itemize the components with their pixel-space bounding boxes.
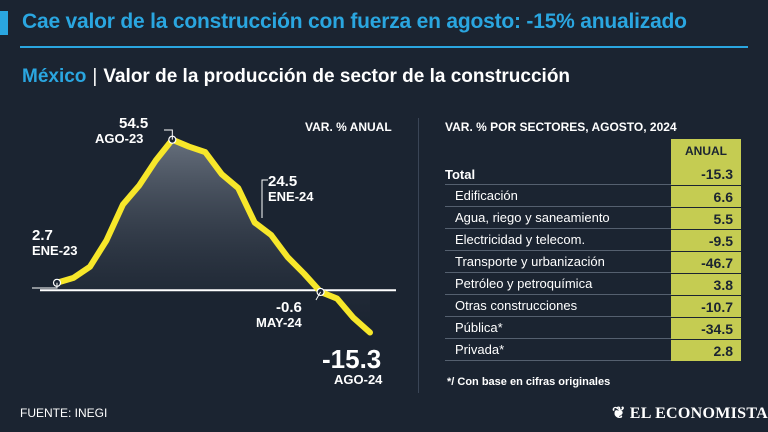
annotation-jan24-date: ENE-24: [268, 188, 314, 204]
sector-value: 6.6: [671, 185, 741, 207]
title-accent: [0, 11, 8, 35]
annotation-peak-date: AGO-23: [95, 130, 144, 146]
table-row: Transporte y urbanización -46.7: [445, 251, 741, 273]
table-row: Pública* -34.5: [445, 317, 741, 339]
table-row: Petróleo y petroquímica 3.8: [445, 273, 741, 295]
annotation-may24-value: -0.6: [276, 299, 302, 316]
annotation-start: 2.7 ENE-23: [32, 228, 78, 257]
title-bar: Cae valor de la construcción con fuerza …: [0, 8, 768, 38]
total-value: -15.3: [671, 163, 741, 185]
annotation-leader: [164, 129, 173, 140]
logo-text: EL ECONOMISTA: [629, 405, 768, 422]
sector-label: Agua, riego y saneamiento: [455, 210, 610, 225]
annotation-end: -15.3 AGO-24: [322, 344, 383, 388]
title-rule: [20, 46, 748, 48]
var-anual-label: VAR. % ANUAL: [305, 120, 392, 134]
table-row-total: Total -15.3: [445, 163, 741, 185]
annotation-start-date: ENE-23: [32, 242, 78, 258]
chart-subtitle: México | Valor de la producción de sector …: [22, 66, 570, 88]
annotation-jan24: 24.5 ENE-24: [268, 174, 314, 203]
table-row: Electricidad y telecom. -9.5: [445, 229, 741, 251]
annotation-leader: [315, 291, 322, 301]
sector-value: -10.7: [671, 295, 741, 317]
sector-label: Petróleo y petroquímica: [455, 276, 593, 291]
publisher-logo: ❦ EL ECONOMISTA: [612, 403, 768, 423]
sector-value: -46.7: [671, 251, 741, 273]
table-row: Edificación 6.6: [445, 185, 741, 207]
sector-value: -9.5: [671, 229, 741, 251]
annotation-may24-date: MAY-24: [256, 314, 302, 330]
source-label: FUENTE: INEGI: [20, 406, 108, 420]
total-label: Total: [445, 167, 476, 182]
annotation-peak: 54.5 AGO-23: [95, 116, 148, 145]
panel-divider: [418, 118, 419, 393]
sector-value: 3.8: [671, 273, 741, 295]
area-fill: [57, 139, 370, 333]
country-label: México: [22, 66, 87, 87]
sectors-title: VAR. % POR SECTORES, AGOSTO, 2024: [445, 120, 677, 134]
page-title: Cae valor de la construcción con fuerza …: [22, 10, 687, 33]
annotation-may24: -0.6 MAY-24: [256, 300, 302, 329]
column-header-anual: ANUAL: [671, 139, 741, 163]
annotation-end-date: AGO-24: [334, 372, 383, 388]
sector-label: Electricidad y telecom.: [455, 232, 586, 247]
table-row: Otras construcciones -10.7: [445, 295, 741, 317]
annotation-leader: [32, 282, 58, 289]
annotation-peak-value: 54.5: [119, 115, 149, 132]
annotation-leader: [261, 179, 268, 218]
subtitle-text: Valor de la producción de sector de la c…: [103, 66, 571, 87]
line-chart: [0, 100, 420, 400]
chart-svg: [32, 129, 396, 336]
sector-label: Edificación: [455, 188, 518, 203]
sector-value: 5.5: [671, 207, 741, 229]
sector-value: -34.5: [671, 317, 741, 339]
table-row: Privada* 2.8: [445, 339, 741, 361]
annotation-start-value: 2.7: [32, 227, 53, 244]
logo-mark-icon: ❦: [612, 405, 626, 422]
subtitle-separator: |: [92, 66, 98, 87]
annotation-jan24-value: 24.5: [268, 173, 298, 190]
sector-label: Transporte y urbanización: [455, 254, 605, 269]
footnote: */ Con base en cifras originales: [447, 376, 611, 388]
annotation-end-value: -15.3: [322, 344, 382, 374]
sector-value: 2.8: [671, 339, 741, 361]
sector-label: Privada*: [455, 342, 505, 357]
sector-label: Pública*: [455, 320, 503, 335]
table-row: Agua, riego y saneamiento 5.5: [445, 207, 741, 229]
sector-label: Otras construcciones: [455, 298, 578, 313]
